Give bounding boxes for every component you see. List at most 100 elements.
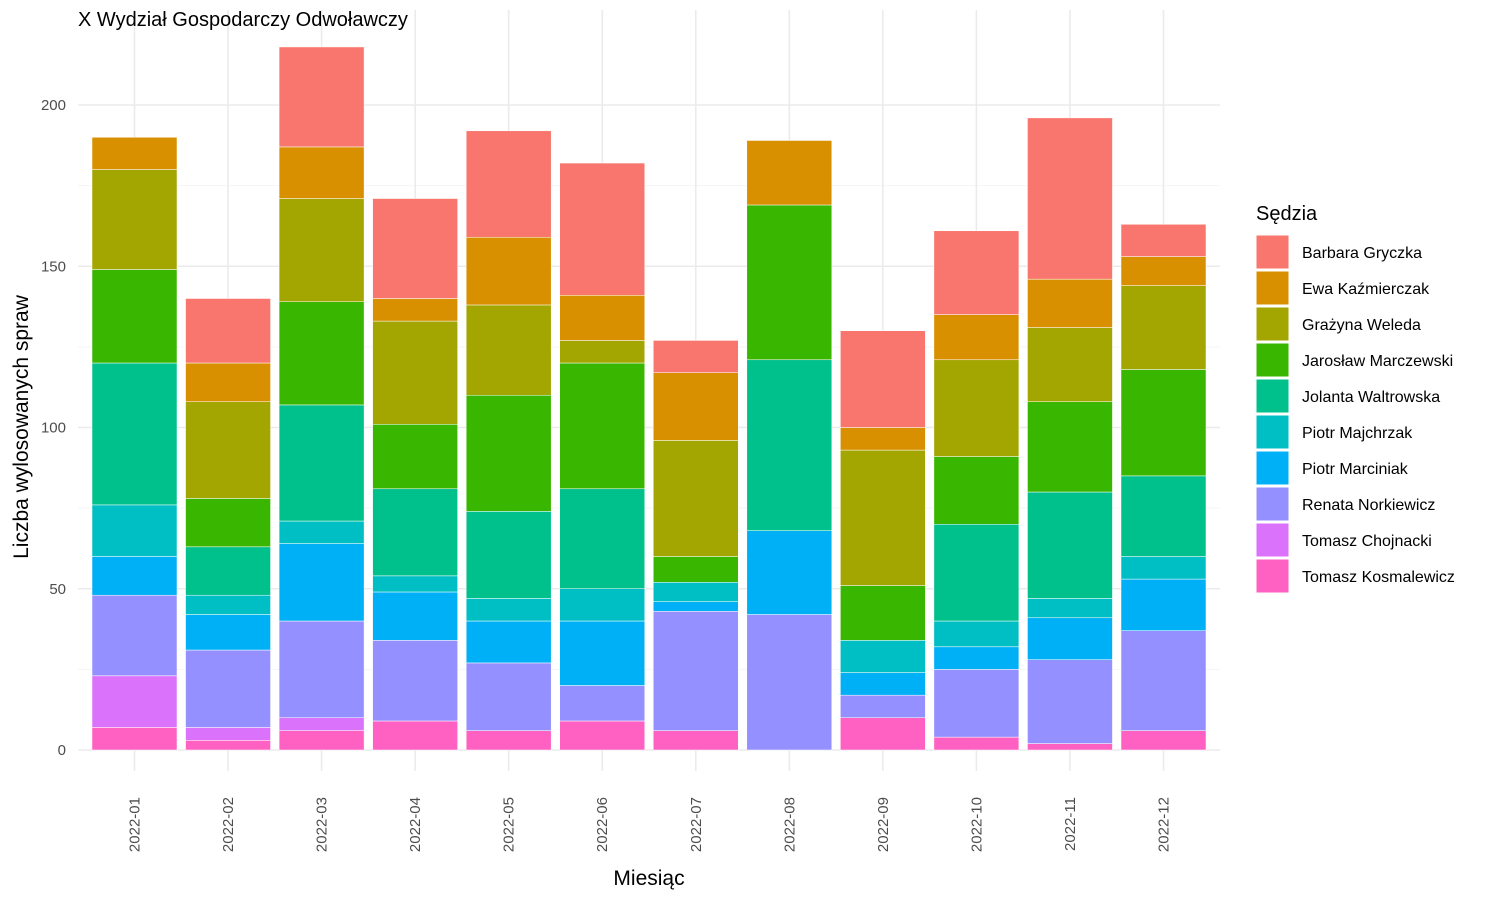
legend-label: Barbara Gryczka: [1302, 245, 1422, 262]
bar-segment: [278, 404, 365, 522]
bar-segment: [933, 524, 1020, 622]
legend-label: Jarosław Marczewski: [1302, 353, 1453, 370]
bar-segment: [1027, 617, 1113, 660]
x-axis-title: Miesiąc: [613, 867, 684, 890]
bar-stack: [91, 137, 178, 751]
legend-item: Piotr Majchrzak: [1255, 414, 1413, 450]
bar-segment: [933, 456, 1020, 525]
legend-item: Jarosław Marczewski: [1255, 342, 1453, 378]
bar-segment: [465, 511, 552, 599]
y-tick-label: 0: [58, 742, 66, 759]
bar-segment: [91, 269, 178, 364]
bar-segment: [91, 362, 178, 506]
chart-title: X Wydział Gospodarczy Odwoławczy: [78, 9, 408, 31]
bar-segment: [465, 620, 552, 664]
bar-segment: [1120, 556, 1207, 580]
legend-label: Piotr Majchrzak: [1302, 425, 1413, 442]
x-tick-label: 2022-04: [407, 797, 424, 852]
bar-segment: [372, 424, 458, 490]
legend-label: Tomasz Kosmalewicz: [1302, 569, 1455, 586]
legend-label: Tomasz Chojnacki: [1302, 533, 1432, 550]
bar-segment: [465, 662, 552, 731]
bar-segment: [372, 591, 458, 641]
bar-stack: [840, 330, 926, 751]
bar-segment: [840, 640, 926, 673]
y-tick-label: 200: [41, 97, 66, 114]
bar-segment: [278, 520, 365, 544]
bar-segment: [278, 717, 365, 731]
bar-segment: [185, 298, 271, 364]
legend-item: Tomasz Chojnacki: [1255, 522, 1432, 558]
y-tick-label: 150: [41, 258, 66, 275]
bar-segment: [278, 198, 365, 302]
bar-segment: [278, 301, 365, 406]
bar-segment: [933, 669, 1020, 738]
bar-segment: [933, 314, 1020, 361]
bar-segment: [653, 372, 739, 441]
legend-item: Ewa Kaźmierczak: [1255, 270, 1430, 306]
bar-segment: [185, 594, 271, 615]
bar-stack: [653, 340, 739, 751]
bar-segment: [278, 46, 365, 148]
bar-segment: [185, 362, 271, 402]
bar-segment: [1027, 278, 1113, 328]
bar-stack: [1120, 224, 1207, 751]
legend-label: Renata Norkiewicz: [1302, 497, 1435, 514]
bar-segment: [746, 530, 833, 615]
legend-swatch: [1255, 234, 1290, 270]
bar-segment: [278, 543, 365, 622]
bar-stack: [746, 140, 833, 751]
bar-segment: [840, 449, 926, 586]
bar-segment: [278, 146, 365, 199]
bar-segment: [933, 736, 1020, 751]
bar-segment: [653, 440, 739, 557]
bar-segment: [653, 582, 739, 602]
x-tick-label: 2022-09: [875, 797, 892, 852]
bar-segment: [840, 427, 926, 451]
bar-segment: [653, 556, 739, 583]
legend: Sędzia Barbara Gryczka Ewa Kaźmierczak Gra…: [1255, 203, 1455, 594]
legend-swatch: [1255, 378, 1290, 414]
y-tick-label: 100: [41, 420, 66, 437]
legend-item: Renata Norkiewicz: [1255, 486, 1435, 522]
bar-segment: [653, 730, 739, 751]
bar-segment: [559, 488, 645, 589]
bar-stack: [278, 46, 365, 751]
bar-segment: [559, 162, 645, 296]
legend-swatch: [1255, 342, 1290, 378]
bar-segment: [278, 620, 365, 718]
bar-segment: [933, 230, 1020, 315]
bar-segment: [559, 295, 645, 341]
x-tick-label: 2022-11: [1062, 797, 1079, 851]
legend-label: Grażyna Weleda: [1302, 317, 1421, 334]
legend-swatch: [1255, 306, 1290, 342]
bar-segment: [185, 614, 271, 651]
bar-segment: [91, 169, 178, 270]
bar-segment: [1120, 369, 1207, 477]
x-tick-label: 2022-06: [594, 797, 611, 852]
bar-segment: [1027, 117, 1113, 280]
legend-item: Tomasz Kosmalewicz: [1255, 558, 1455, 594]
x-tick-label: 2022-12: [1156, 797, 1173, 852]
legend-item: Grażyna Weleda: [1255, 306, 1421, 342]
bar-segment: [559, 362, 645, 490]
bars: [91, 46, 1207, 751]
x-axis-ticks: 2022-01 2022-02 2022-03 2022-04 2022-05 2022-…: [127, 797, 1173, 852]
bar-segment: [746, 204, 833, 361]
legend-swatch: [1255, 414, 1290, 450]
bar-segment: [185, 649, 271, 728]
x-tick-label: 2022-10: [968, 797, 985, 852]
bar-segment: [465, 304, 552, 396]
legend-swatch: [1255, 450, 1290, 486]
bar-segment: [465, 236, 552, 306]
bar-segment: [465, 730, 552, 751]
bar-segment: [372, 320, 458, 425]
bar-segment: [840, 330, 926, 428]
bar-segment: [559, 685, 645, 722]
legend-swatch: [1255, 270, 1290, 306]
bar-segment: [372, 198, 458, 299]
bar-stack: [1027, 117, 1113, 751]
bar-segment: [1027, 743, 1113, 751]
bar-segment: [653, 340, 739, 373]
y-tick-label: 50: [49, 581, 66, 598]
